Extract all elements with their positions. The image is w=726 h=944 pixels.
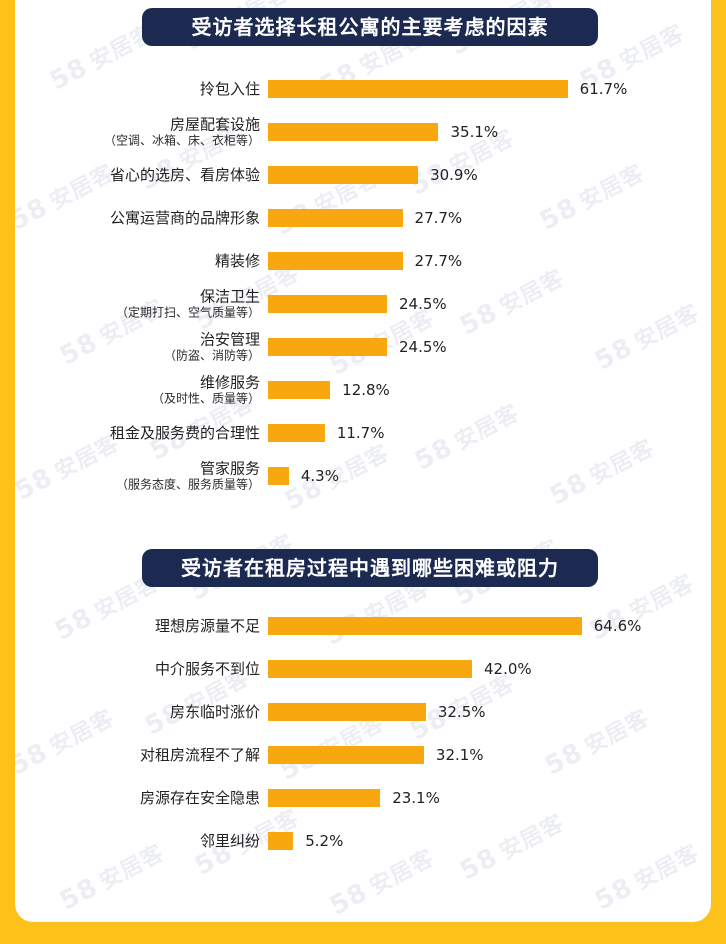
bar	[268, 789, 381, 807]
category-label: 省心的选房、看房体验	[55, 166, 260, 184]
category-label-main: 房源存在安全隐患	[139, 789, 260, 807]
category-label-main: 租金及服务费的合理性	[109, 424, 260, 442]
value-label: 27.7%	[414, 252, 463, 270]
value-label: 24.5%	[399, 295, 447, 313]
category-label: 精装修	[55, 252, 260, 270]
chart-2-title: 受访者在租房过程中遇到哪些困难或阻力	[142, 549, 598, 587]
bar	[268, 617, 582, 635]
category-label: 管家服务 （服务态度、服务质量等）	[55, 460, 260, 493]
value-label: 42.0%	[484, 660, 532, 678]
bar	[268, 381, 331, 399]
content-card: 58安居客58安居客58安居客58安居客58安居客58安居客58安居客58安居客…	[15, 0, 711, 922]
bar	[268, 424, 325, 442]
bar-row: 对租房流程不了解 32.1%	[15, 738, 711, 772]
category-label-main: 房东临时涨价	[169, 703, 260, 721]
value-label: 32.1%	[435, 746, 484, 764]
value-label: 61.7%	[579, 80, 628, 98]
category-label: 房源存在安全隐患	[55, 789, 260, 807]
bar	[268, 80, 568, 98]
value-label: 30.9%	[430, 166, 478, 184]
category-label: 拎包入住	[55, 80, 260, 98]
value-label: 4.3%	[300, 467, 339, 485]
bar	[268, 467, 289, 485]
watermark-number: 58	[325, 877, 373, 922]
value-label: 23.1%	[392, 789, 440, 807]
category-label: 房屋配套设施 （空调、冰箱、床、衣柜等）	[55, 116, 260, 149]
value-label: 32.5%	[437, 703, 486, 721]
category-label-main: 邻里纠纷	[199, 832, 260, 850]
value-label: 35.1%	[450, 123, 499, 141]
value-label: 24.5%	[399, 338, 447, 356]
category-label: 房东临时涨价	[55, 703, 260, 721]
chart-2: 理想房源量不足 64.6% 中介服务不到位 42.0% 房东临时涨价 32.5% 对租房流程…	[15, 609, 711, 869]
chart-1-title: 受访者选择长租公寓的主要考虑的因素	[142, 8, 598, 46]
category-label-main: 保洁卫生	[199, 287, 260, 306]
bar-row: 精装修 27.7%	[15, 244, 711, 278]
bar	[268, 295, 387, 313]
bar-row: 管家服务 （服务态度、服务质量等） 4.3%	[15, 459, 711, 493]
category-label-main: 省心的选房、看房体验	[109, 166, 260, 184]
watermark-number: 58	[55, 872, 103, 917]
value-label: 5.2%	[305, 832, 344, 850]
bar-row: 省心的选房、看房体验 30.9%	[15, 158, 711, 192]
category-label-main: 中介服务不到位	[154, 660, 260, 678]
bar-row: 理想房源量不足 64.6%	[15, 609, 711, 643]
value-label: 27.7%	[414, 209, 463, 227]
category-label-main: 治安管理	[199, 330, 260, 349]
bar-row: 维修服务 （及时性、质量等） 12.8%	[15, 373, 711, 407]
bar-row: 公寓运营商的品牌形象 27.7%	[15, 201, 711, 235]
category-label-main: 精装修	[214, 252, 260, 270]
category-label: 治安管理 （防盗、消防等）	[55, 331, 260, 364]
category-label: 对租房流程不了解	[55, 746, 260, 764]
category-label-sub: （空调、冰箱、床、衣柜等）	[103, 133, 260, 148]
bar	[268, 746, 424, 764]
bar-row: 房东临时涨价 32.5%	[15, 695, 711, 729]
bar-row: 保洁卫生 （定期打扫、空气质量等） 24.5%	[15, 287, 711, 321]
bar-row: 中介服务不到位 42.0%	[15, 652, 711, 686]
category-label: 租金及服务费的合理性	[55, 424, 260, 442]
category-label: 邻里纠纷	[55, 832, 260, 850]
bar-row: 房源存在安全隐患 23.1%	[15, 781, 711, 815]
chart-1: 拎包入住 61.7% 房屋配套设施 （空调、冰箱、床、衣柜等） 35.1% 省心的选房、看…	[15, 72, 711, 492]
category-label-main: 对租房流程不了解	[139, 746, 260, 764]
category-label: 维修服务 （及时性、质量等）	[55, 374, 260, 407]
category-label-sub: （及时性、质量等）	[151, 391, 260, 406]
category-label-main: 拎包入住	[199, 80, 260, 98]
category-label: 公寓运营商的品牌形象	[55, 209, 260, 227]
bar	[268, 123, 439, 141]
category-label: 保洁卫生 （定期打扫、空气质量等）	[55, 288, 260, 321]
category-label-main: 维修服务	[199, 373, 260, 392]
category-label-main: 管家服务	[199, 459, 260, 478]
watermark-text: 安居客	[615, 20, 689, 76]
bar	[268, 703, 426, 721]
bar	[268, 166, 419, 184]
bar-row: 治安管理 （防盗、消防等） 24.5%	[15, 330, 711, 364]
category-label: 理想房源量不足	[55, 617, 260, 635]
value-label: 12.8%	[342, 381, 390, 399]
bar	[268, 660, 472, 678]
bar	[268, 338, 387, 356]
bar-row: 拎包入住 61.7%	[15, 72, 711, 106]
watermark-number: 58	[590, 872, 638, 917]
bar	[268, 832, 294, 850]
value-label: 64.6%	[593, 617, 642, 635]
category-label-sub: （防盗、消防等）	[163, 348, 260, 363]
category-label-main: 理想房源量不足	[154, 617, 260, 635]
bar-row: 租金及服务费的合理性 11.7%	[15, 416, 711, 450]
bar-row: 房屋配套设施 （空调、冰箱、床、衣柜等） 35.1%	[15, 115, 711, 149]
category-label-sub: （服务态度、服务质量等）	[115, 477, 260, 492]
category-label-sub: （定期打扫、空气质量等）	[115, 305, 260, 320]
value-label: 11.7%	[336, 424, 385, 442]
bar	[268, 209, 403, 227]
category-label-main: 公寓运营商的品牌形象	[109, 209, 260, 227]
category-label-main: 房屋配套设施	[169, 115, 260, 134]
category-label: 中介服务不到位	[55, 660, 260, 678]
bar	[268, 252, 403, 270]
bar-row: 邻里纠纷 5.2%	[15, 824, 711, 858]
